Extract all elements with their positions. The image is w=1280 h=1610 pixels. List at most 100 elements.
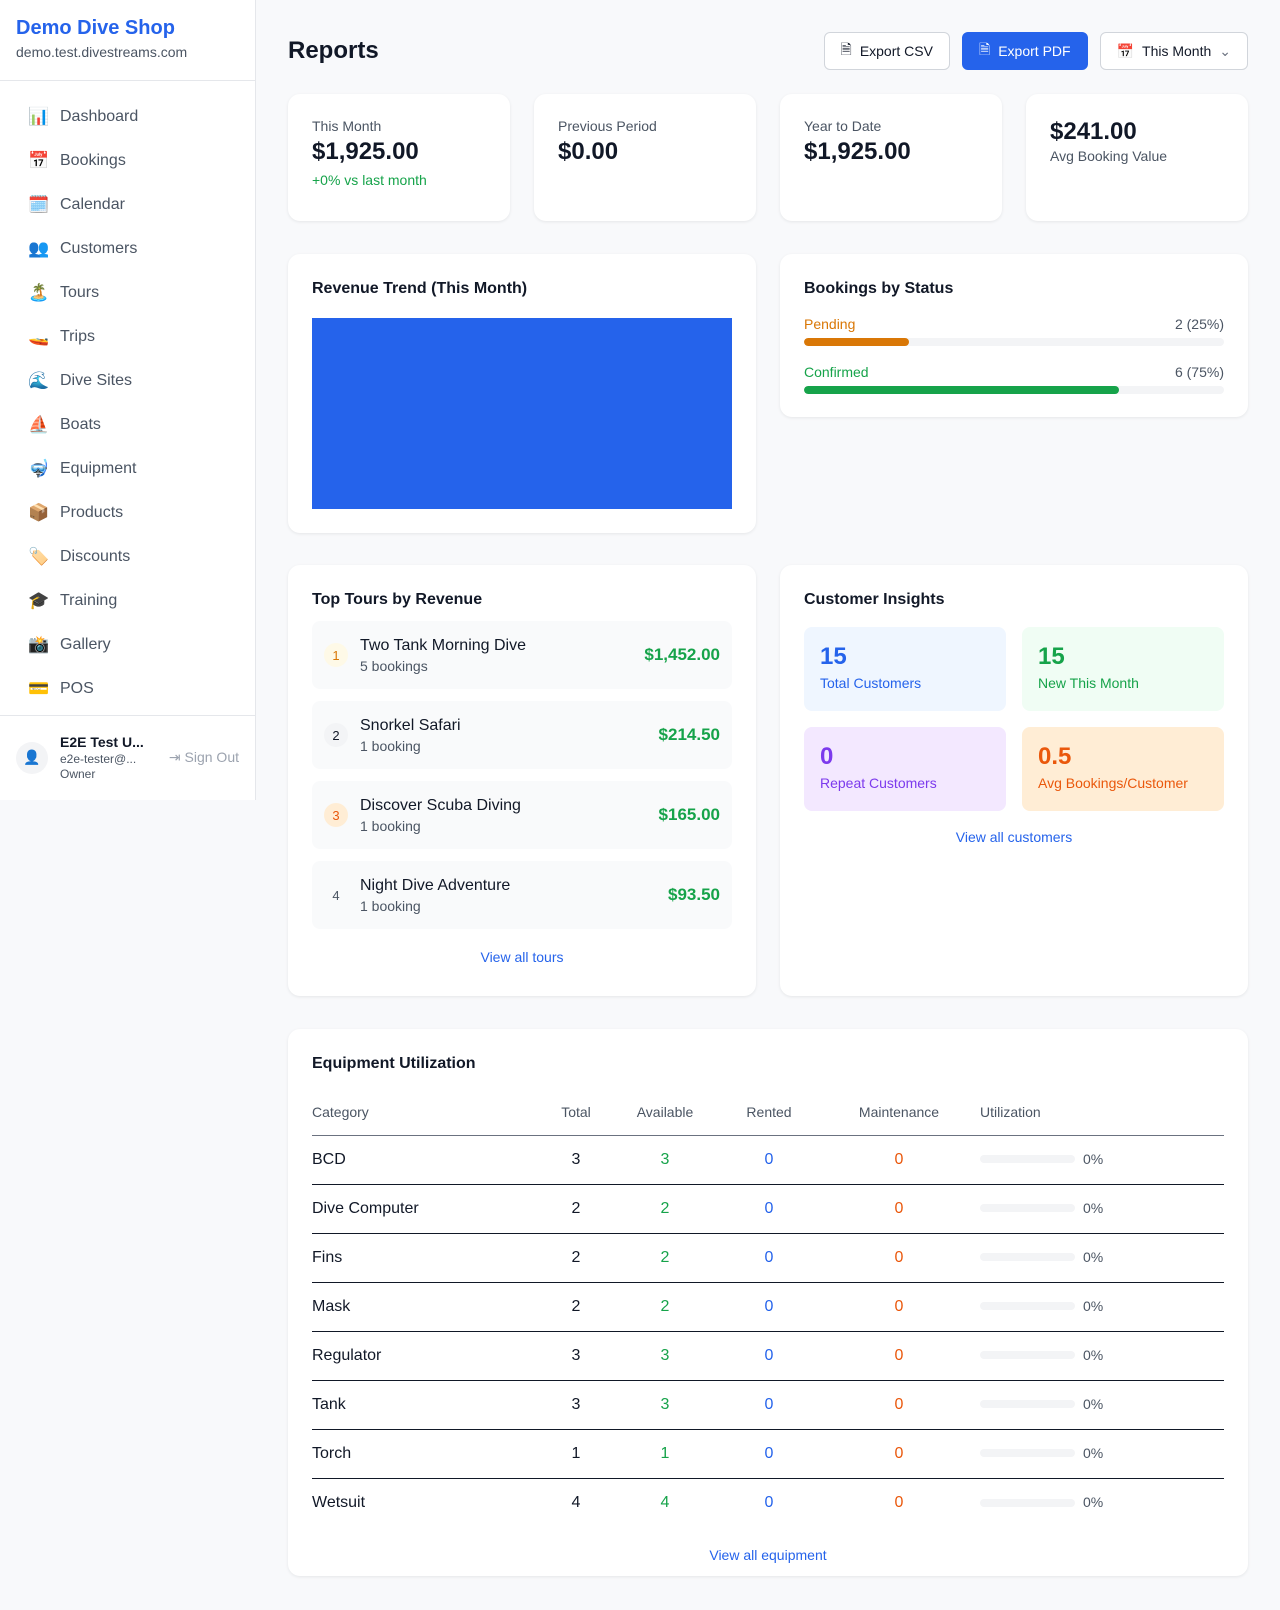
sidebar-item-customers[interactable]: 👥 Customers: [0, 227, 255, 271]
sidebar-item-label: Boats: [60, 416, 101, 433]
insight-new-this-month: 15 New This Month: [1022, 627, 1224, 711]
utilization-bar: [980, 1498, 1075, 1507]
export-pdf-button[interactable]: 🗎 Export PDF: [961, 32, 1088, 70]
sidebar-item-discounts[interactable]: 🏷️ Discounts: [0, 535, 255, 579]
pos-icon: 💳: [28, 679, 50, 698]
status-row-pending: Pending 2 (25%): [804, 316, 1224, 346]
sidebar-item-calendar[interactable]: 🗓️ Calendar: [0, 183, 255, 227]
sidebar-item-dashboard[interactable]: 📊 Dashboard: [0, 95, 255, 139]
tour-bookings: 1 booking: [360, 897, 421, 914]
sidebar-item-products[interactable]: 📦 Products: [0, 491, 255, 535]
card-title: Bookings by Status: [804, 280, 954, 297]
card-title: Customer Insights: [804, 591, 945, 608]
table-row: Regulator 3 3 0 0 0%: [312, 1331, 1224, 1381]
insight-label: Repeat Customers: [820, 775, 937, 791]
cell-available: 3: [610, 1135, 720, 1185]
cell-utilization: 0%: [980, 1331, 1224, 1381]
sidebar-item-dive-sites[interactable]: 🌊 Dive Sites: [0, 359, 255, 403]
products-icon: 📦: [28, 503, 50, 522]
export-csv-label: Export CSV: [859, 43, 933, 59]
export-pdf-label: Export PDF: [998, 43, 1071, 59]
sidebar-item-tours[interactable]: 🏝️ Tours: [0, 271, 255, 315]
insight-repeat-customers: 0 Repeat Customers: [804, 727, 1006, 811]
status-row-confirmed: Confirmed 6 (75%): [804, 364, 1224, 394]
tour-item[interactable]: 3 Discover Scuba Diving 1 booking $165.00: [312, 781, 732, 849]
sidebar-item-label: Dive Sites: [60, 372, 133, 389]
bookings-status-card: Bookings by Status Pending 2 (25%) Confirm…: [780, 254, 1248, 417]
cell-maintenance: 0: [894, 1493, 904, 1511]
insight-value: 0.5: [1038, 743, 1072, 770]
calendar-icon: 🗓️: [28, 195, 50, 214]
sidebar-item-boats[interactable]: ⛵ Boats: [0, 403, 255, 447]
rank-badge: 3: [324, 803, 348, 827]
sidebar-item-label: Products: [60, 504, 124, 521]
cell-rented: 0: [720, 1233, 818, 1283]
brand: Demo Dive Shop demo.test.divestreams.com: [0, 0, 255, 81]
status-progress-track: [804, 386, 1224, 394]
cell-utilization: 0%: [980, 1282, 1224, 1332]
view-all-customers-link[interactable]: View all customers: [955, 829, 1073, 845]
page-title: Reports: [288, 37, 379, 64]
period-select[interactable]: 📅 This Month ⌄: [1099, 32, 1248, 70]
cell-total: 3: [542, 1380, 610, 1430]
column-header: Maintenance: [818, 1089, 980, 1136]
export-csv-button[interactable]: 🗎 Export CSV: [823, 32, 950, 70]
stat-label: Year to Date: [804, 118, 882, 134]
sidebar-item-label: Gallery: [60, 636, 111, 653]
cell-rented: 0: [720, 1380, 818, 1430]
utilization-percent: 0%: [1083, 1248, 1104, 1265]
cell-category: Torch: [312, 1429, 542, 1479]
revenue-chart-area: [312, 318, 732, 509]
utilization-bar: [980, 1400, 1075, 1409]
card-title: Equipment Utilization: [312, 1055, 476, 1072]
tour-item[interactable]: 4 Night Dive Adventure 1 booking $93.50: [312, 861, 732, 929]
column-header: Rented: [720, 1089, 818, 1136]
page-header: Reports 🗎 Export CSV 🗎 Export PDF 📅 This Mo…: [288, 32, 1248, 70]
cell-maintenance: 0: [818, 1233, 980, 1283]
sidebar-item-training[interactable]: 🎓 Training: [0, 579, 255, 623]
tour-revenue: $165.00: [658, 805, 720, 824]
sidebar-item-equipment[interactable]: 🤿 Equipment: [0, 447, 255, 491]
tour-item[interactable]: 1 Two Tank Morning Dive 5 bookings $1,452.0…: [312, 621, 732, 689]
cell-category: BCD: [312, 1135, 542, 1185]
sidebar-item-trips[interactable]: 🚤 Trips: [0, 315, 255, 359]
sidebar-item-label: Dashboard: [60, 108, 139, 125]
status-count: 2 (25%): [1174, 316, 1224, 332]
insight-avg-bookings: 0.5 Avg Bookings/Customer: [1022, 727, 1224, 811]
stat-card-previous-period: Previous Period $0.00: [534, 94, 756, 221]
sign-out-button[interactable]: ⇥ Sign Out: [169, 749, 239, 766]
sidebar-item-gallery[interactable]: 📸 Gallery: [0, 623, 255, 667]
status-label: Pending: [804, 316, 856, 332]
stat-value: $0.00: [558, 138, 619, 165]
sidebar-item-label: Bookings: [60, 152, 126, 169]
cell-maintenance: 0: [818, 1380, 980, 1430]
tour-name: Night Dive Adventure: [360, 876, 511, 894]
view-all-equipment-link[interactable]: View all equipment: [709, 1547, 827, 1563]
view-all-tours-link[interactable]: View all tours: [480, 949, 564, 965]
cell-utilization: 0%: [980, 1135, 1224, 1185]
tour-item[interactable]: 2 Snorkel Safari 1 booking $214.50: [312, 701, 732, 769]
cell-category: Mask: [312, 1282, 542, 1332]
boats-icon: ⛵: [28, 415, 50, 434]
stat-card-avg-booking: $241.00 Avg Booking Value: [1026, 94, 1248, 221]
bookings-icon: 📅: [28, 151, 50, 170]
dashboard-icon: 📊: [28, 107, 50, 126]
stat-label: This Month: [312, 118, 382, 134]
insight-value: 15: [820, 643, 847, 670]
insight-label: Avg Bookings/Customer: [1038, 775, 1188, 791]
utilization-percent: 0%: [1083, 1444, 1104, 1461]
sidebar-item-pos[interactable]: 💳 POS: [0, 667, 255, 711]
gallery-icon: 📸: [28, 635, 50, 654]
cell-category: Tank: [312, 1380, 542, 1430]
tour-bookings: 1 booking: [360, 817, 421, 834]
utilization-percent: 0%: [1083, 1150, 1104, 1167]
utilization-bar: [980, 1155, 1075, 1164]
cell-maintenance: 0: [818, 1184, 980, 1234]
sidebar-item-bookings[interactable]: 📅 Bookings: [0, 139, 255, 183]
sidebar-item-label: Trips: [60, 328, 95, 345]
cell-category: Regulator: [312, 1331, 542, 1381]
file-download-icon: 🗎: [978, 41, 991, 57]
cell-maintenance: 0: [818, 1429, 980, 1479]
top-tours-card: Top Tours by Revenue 1 Two Tank Morning D…: [288, 565, 756, 996]
brand-name[interactable]: Demo Dive Shop: [16, 17, 175, 39]
